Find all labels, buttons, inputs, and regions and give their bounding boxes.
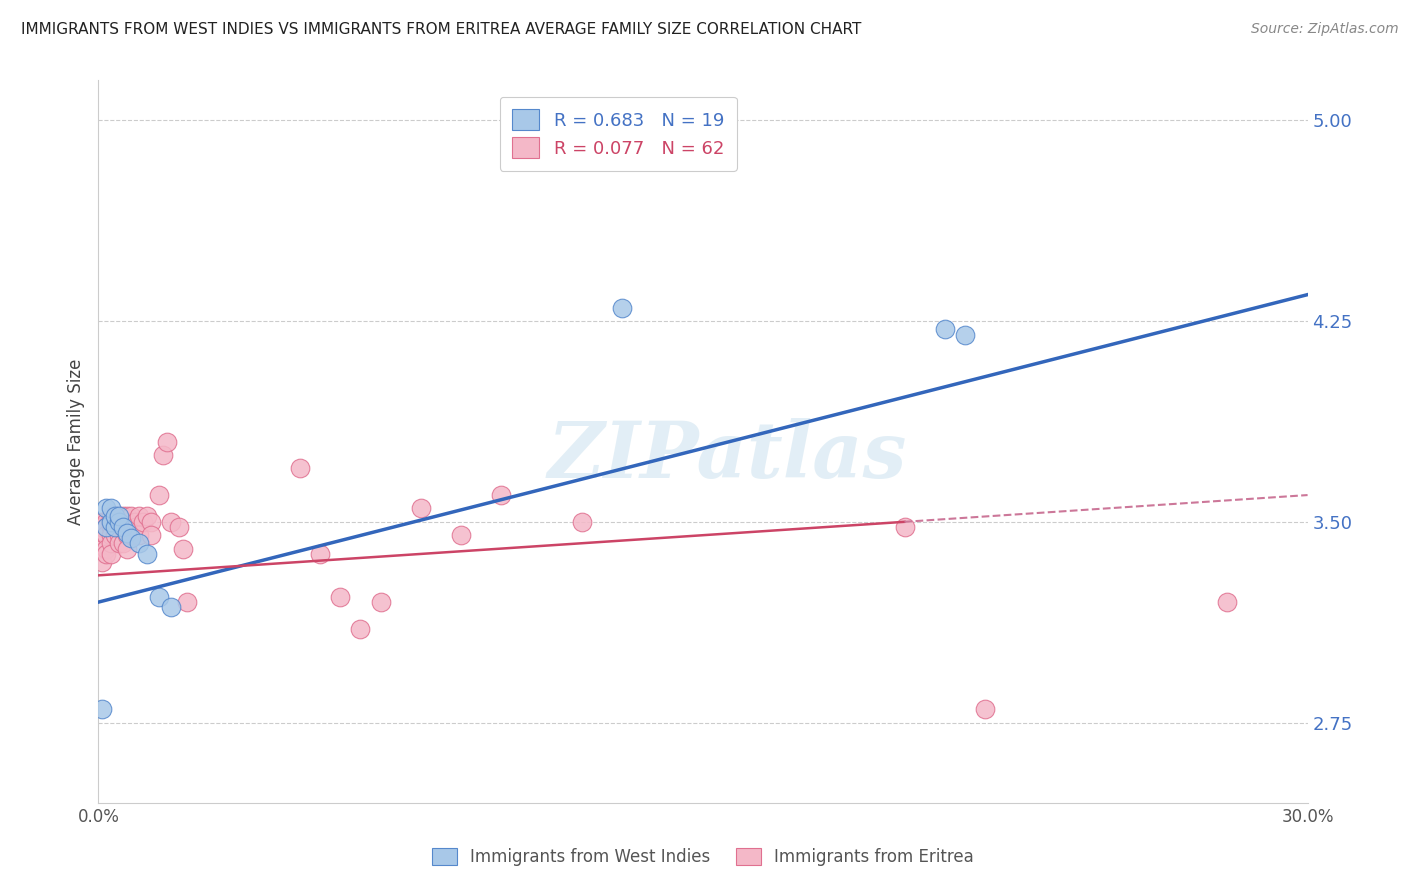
Point <box>128 509 150 524</box>
Point <box>103 515 125 529</box>
Point <box>91 541 114 556</box>
Point <box>349 622 371 636</box>
Text: Source: ZipAtlas.com: Source: ZipAtlas.com <box>1251 22 1399 37</box>
Point <box>96 501 118 516</box>
Point <box>100 509 122 524</box>
Point <box>1216 595 1239 609</box>
Point <box>135 547 157 561</box>
Point <box>107 515 129 529</box>
Point <box>96 541 118 556</box>
Point <box>132 515 155 529</box>
Point <box>160 600 183 615</box>
Point <box>491 488 513 502</box>
Point <box>107 509 129 524</box>
Point <box>974 702 997 716</box>
Point <box>111 520 134 534</box>
Point <box>152 448 174 462</box>
Point <box>120 509 142 524</box>
Point <box>120 528 142 542</box>
Point <box>100 528 122 542</box>
Text: ZIPatlas: ZIPatlas <box>547 417 907 494</box>
Point <box>409 501 432 516</box>
Point <box>107 509 129 524</box>
Point <box>103 509 125 524</box>
Point <box>100 501 122 516</box>
Point <box>103 509 125 524</box>
Point <box>139 528 162 542</box>
Point <box>124 515 146 529</box>
Point <box>115 515 138 529</box>
Point <box>107 520 129 534</box>
Point <box>370 595 392 609</box>
Point <box>111 536 134 550</box>
Point <box>120 531 142 545</box>
Point <box>96 515 118 529</box>
Point <box>172 541 194 556</box>
Point <box>288 461 311 475</box>
Point <box>160 515 183 529</box>
Point <box>100 515 122 529</box>
Point <box>934 322 956 336</box>
Point <box>91 520 114 534</box>
Point <box>953 327 976 342</box>
Point <box>96 547 118 561</box>
Point <box>100 520 122 534</box>
Y-axis label: Average Family Size: Average Family Size <box>66 359 84 524</box>
Point <box>96 520 118 534</box>
Point <box>329 590 352 604</box>
Point <box>124 520 146 534</box>
Point <box>309 547 332 561</box>
Point <box>571 515 593 529</box>
Point <box>135 509 157 524</box>
Point <box>91 555 114 569</box>
Point <box>148 590 170 604</box>
Point <box>115 525 138 540</box>
Point <box>148 488 170 502</box>
Point <box>111 515 134 529</box>
Point <box>103 520 125 534</box>
Point <box>103 520 125 534</box>
Point <box>139 515 162 529</box>
Point <box>100 547 122 561</box>
Point <box>167 520 190 534</box>
Point <box>100 536 122 550</box>
Point <box>91 702 114 716</box>
Point <box>107 528 129 542</box>
Legend: Immigrants from West Indies, Immigrants from Eritrea: Immigrants from West Indies, Immigrants … <box>423 840 983 875</box>
Point <box>450 528 472 542</box>
Point <box>111 520 134 534</box>
Point <box>115 509 138 524</box>
Point <box>107 515 129 529</box>
Point <box>893 520 915 534</box>
Point <box>96 528 118 542</box>
Point <box>156 434 179 449</box>
Point <box>107 536 129 550</box>
Point <box>128 528 150 542</box>
Point <box>111 509 134 524</box>
Point <box>115 528 138 542</box>
Point <box>176 595 198 609</box>
Point <box>96 520 118 534</box>
Point <box>100 515 122 529</box>
Text: IMMIGRANTS FROM WEST INDIES VS IMMIGRANTS FROM ERITREA AVERAGE FAMILY SIZE CORRE: IMMIGRANTS FROM WEST INDIES VS IMMIGRANT… <box>21 22 862 37</box>
Point <box>91 515 114 529</box>
Point <box>612 301 634 315</box>
Legend: R = 0.683   N = 19, R = 0.077   N = 62: R = 0.683 N = 19, R = 0.077 N = 62 <box>499 96 737 170</box>
Point <box>91 528 114 542</box>
Point <box>103 528 125 542</box>
Point <box>128 536 150 550</box>
Point <box>115 541 138 556</box>
